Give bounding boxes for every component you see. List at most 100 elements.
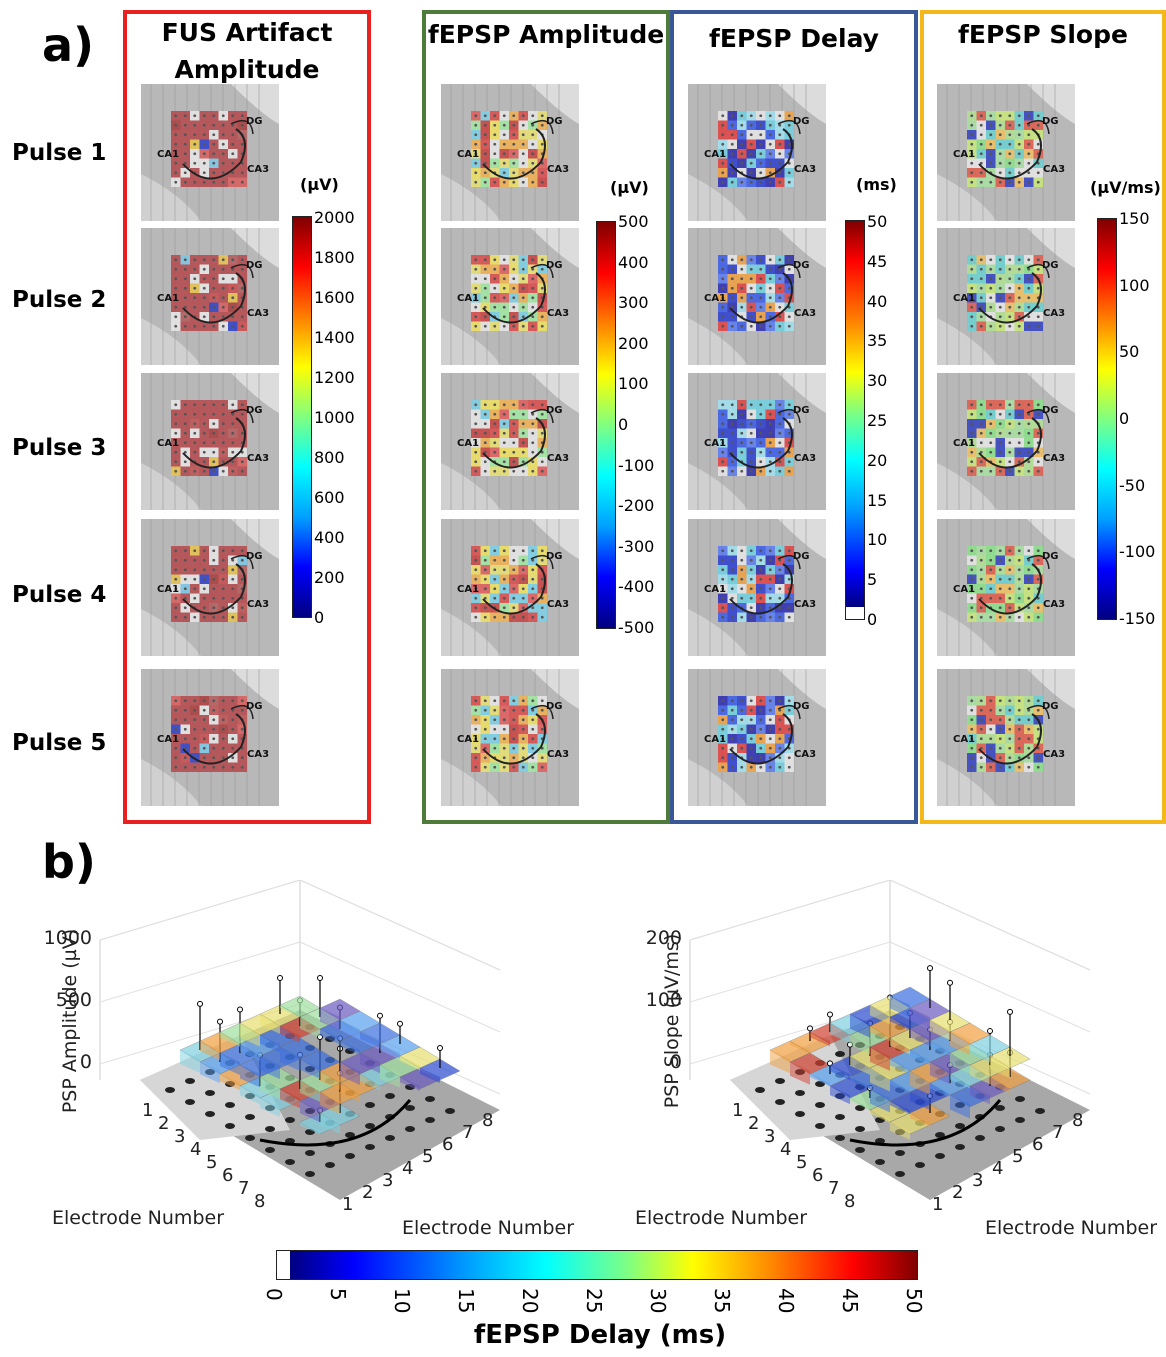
y-electrode-tick: 2	[952, 1182, 963, 1203]
y-electrode-tick: 6	[442, 1134, 453, 1155]
heatmap-tile-4-5: DG CA1 CA3	[937, 669, 1075, 806]
heatmap-tile-3-3: DG CA1 CA3	[688, 373, 826, 510]
region-label-ca1: CA1	[157, 149, 179, 160]
bottom-colorbar-tick: 40	[774, 1288, 798, 1314]
heatmap-tile-1-4: DG CA1 CA3	[141, 519, 279, 656]
y-electrode-tick: 5	[422, 1146, 433, 1167]
region-label-dg: DG	[246, 701, 263, 712]
y-label-left: Electrode Number	[402, 1217, 575, 1239]
region-label-ca3: CA3	[1043, 453, 1065, 464]
heatmap-tile-2-1: DG CA1 CA3	[441, 84, 579, 221]
x-electrode-tick: 2	[158, 1113, 169, 1134]
region-label-ca1: CA1	[457, 584, 479, 595]
x-label-right: Electrode Number	[635, 1207, 808, 1229]
colorbar-unit-2: (µV)	[610, 178, 649, 197]
pulse-label-2: Pulse 2	[12, 287, 107, 313]
region-label-ca3: CA3	[794, 599, 816, 610]
region-label-dg: DG	[1042, 260, 1059, 271]
region-label-dg: DG	[246, 405, 263, 416]
heatmap-tile-4-4: DG CA1 CA3	[937, 519, 1075, 656]
region-label-dg: DG	[546, 116, 563, 127]
region-label-ca3: CA3	[547, 453, 569, 464]
colorbar-tick: 100	[1119, 275, 1150, 295]
colorbar-tick: 30	[867, 371, 888, 391]
section-b-label: b)	[42, 835, 96, 889]
panel-title: fEPSP Delay	[709, 24, 879, 53]
x-electrode-tick: 3	[764, 1126, 775, 1147]
region-label-dg: DG	[246, 260, 263, 271]
colorbar-tick: 100	[618, 374, 649, 394]
z-tick: 0	[670, 1051, 682, 1073]
bottom-colorbar-tick: 50	[902, 1288, 926, 1314]
region-label-ca1: CA1	[457, 149, 479, 160]
panel-title: fEPSP Slope	[958, 20, 1128, 49]
heatmap-tile-3-2: DG CA1 CA3	[688, 228, 826, 365]
region-label-dg: DG	[546, 701, 563, 712]
x-electrode-tick: 8	[254, 1191, 265, 1212]
region-label-dg: DG	[793, 116, 810, 127]
region-label-ca1: CA1	[704, 584, 726, 595]
region-label-dg: DG	[246, 551, 263, 562]
colorbar-tick: 600	[314, 488, 345, 507]
colorbar-tick: 800	[314, 448, 345, 467]
region-label-ca1: CA1	[704, 149, 726, 160]
colorbar-tick: -100	[618, 455, 655, 475]
region-label-ca3: CA3	[547, 164, 569, 175]
colorbar-tick: -100	[1119, 542, 1156, 562]
region-label-dg: DG	[1042, 116, 1059, 127]
region-label-ca3: CA3	[1043, 164, 1065, 175]
x-electrode-tick: 5	[206, 1152, 217, 1173]
region-label-ca3: CA3	[794, 453, 816, 464]
colorbar-tick: 300	[618, 293, 649, 313]
colorbar-tick: 500	[618, 212, 649, 231]
y-electrode-tick: 4	[402, 1158, 413, 1179]
colorbar-unit-3: (ms)	[856, 175, 897, 194]
colorbar-unit-4: (µV/ms)	[1090, 178, 1161, 197]
x-electrode-tick: 7	[238, 1178, 249, 1199]
colorbar-tick: 25	[867, 411, 888, 430]
region-label-ca3: CA3	[547, 749, 569, 760]
y-electrode-tick: 4	[992, 1158, 1003, 1179]
region-label-ca1: CA1	[953, 584, 975, 595]
colorbar-tick: 45	[867, 251, 888, 271]
region-label-ca3: CA3	[247, 749, 269, 760]
region-label-ca3: CA3	[247, 599, 269, 610]
colorbar-tick: 150	[1119, 209, 1150, 228]
region-label-ca1: CA1	[953, 293, 975, 304]
section-a-label: a)	[42, 18, 95, 72]
z-tick: 0	[80, 1051, 92, 1073]
region-label-ca1: CA1	[157, 293, 179, 304]
region-label-ca1: CA1	[704, 438, 726, 449]
colorbar-tick: 1400	[314, 328, 355, 347]
z-label-right: PSP Slope (µV/ms)	[661, 933, 683, 1109]
colorbar-4	[1097, 218, 1117, 620]
y-electrode-tick: 2	[362, 1182, 373, 1203]
region-label-ca3: CA3	[794, 749, 816, 760]
y-electrode-tick: 3	[382, 1170, 393, 1191]
x-electrode-tick: 4	[780, 1139, 791, 1160]
z-tick: 200	[646, 927, 682, 949]
bottom-colorbar-label: fEPSP Delay (ms)	[473, 1320, 727, 1350]
region-label-ca1: CA1	[953, 149, 975, 160]
y-electrode-tick: 8	[1072, 1110, 1083, 1131]
heatmap-tile-4-1: DG CA1 CA3	[937, 84, 1075, 221]
colorbar-tick: 35	[867, 331, 888, 351]
region-label-ca3: CA3	[794, 164, 816, 175]
region-label-ca3: CA3	[794, 308, 816, 319]
region-label-ca3: CA3	[247, 164, 269, 175]
y-electrode-tick: 8	[482, 1110, 493, 1131]
y-electrode-tick: 1	[342, 1194, 353, 1215]
colorbar-tick: 5	[867, 570, 878, 590]
region-label-ca3: CA3	[547, 599, 569, 610]
region-label-ca1: CA1	[157, 584, 179, 595]
colorbar-tick: 1200	[314, 368, 355, 387]
colorbar-tick: 0	[618, 415, 629, 434]
z-tick: 100	[646, 989, 682, 1011]
region-label-dg: DG	[1042, 405, 1059, 416]
colorbar-tick: 50	[1119, 342, 1140, 362]
heatmap-tile-4-2: DG CA1 CA3	[937, 228, 1075, 365]
x-electrode-tick: 3	[174, 1126, 185, 1147]
region-label-dg: DG	[793, 551, 810, 562]
colorbar-tick: -200	[618, 496, 655, 516]
x-electrode-tick: 1	[732, 1100, 743, 1121]
